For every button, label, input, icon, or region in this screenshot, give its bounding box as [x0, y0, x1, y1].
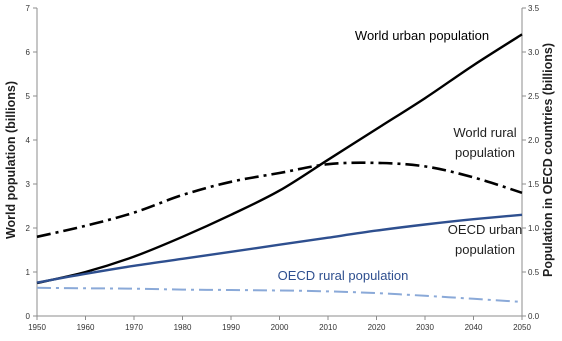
- y-left-tick-label: 7: [26, 4, 31, 13]
- series-label-oecd-rural-population: OECD rural population: [278, 268, 409, 283]
- x-tick-label: 1990: [222, 323, 240, 332]
- series-line-world-rural-population: [36, 161, 523, 239]
- series-label-world-urban-population: World urban population: [355, 28, 489, 43]
- x-tick-label: 2020: [368, 323, 386, 332]
- series-line-oecd-urban-population: [36, 213, 523, 284]
- x-tick-label: 2030: [416, 323, 434, 332]
- y-left-tick-label: 0: [26, 312, 31, 321]
- y-axis-left-title: World population (billions): [4, 81, 18, 239]
- x-tick-label: 2040: [465, 323, 483, 332]
- y-left-tick-label: 5: [26, 92, 31, 101]
- x-tick-label: 2050: [513, 323, 531, 332]
- label-layer: World urban population World rural populat…: [278, 28, 523, 283]
- series-layer: [36, 33, 523, 303]
- y-left-tick-label: 1: [26, 268, 31, 277]
- y-right-tick-label: 2.0: [528, 136, 540, 145]
- y-left-tick-label: 2: [26, 224, 31, 233]
- x-tick-label: 2000: [271, 323, 289, 332]
- x-tick-label: 1960: [77, 323, 95, 332]
- y-left-tick-label: 6: [26, 48, 31, 57]
- x-tick-label: 1950: [28, 323, 46, 332]
- series-label-world-rural-population: population: [455, 145, 515, 160]
- series-label-oecd-urban-population: OECD urban: [448, 222, 522, 237]
- y-right-tick-label: 3.0: [528, 48, 540, 57]
- y-left-tick-label: 3: [26, 180, 31, 189]
- y-right-tick-label: 0.0: [528, 312, 540, 321]
- series-line-world-urban-population: [36, 33, 523, 285]
- y-left-tick-label: 4: [26, 136, 31, 145]
- y-right-tick-label: 1.0: [528, 224, 540, 233]
- x-tick-label: 2010: [319, 323, 337, 332]
- y-right-tick-label: 2.5: [528, 92, 540, 101]
- series-line-oecd-rural-population: [36, 286, 523, 303]
- y-right-tick-label: 3.5: [528, 4, 540, 13]
- y-axis-right-title: Population in OECD countries (billions): [541, 43, 555, 277]
- y-right-tick-label: 1.5: [528, 180, 540, 189]
- axes: 1950 1960 1970 1980 1990 2000 2010 2020 2030 2040…: [26, 4, 540, 332]
- series-label-world-rural-population: World rural: [453, 125, 516, 140]
- y-right-tick-label: 0.5: [528, 268, 540, 277]
- x-tick-label: 1970: [125, 323, 143, 332]
- x-tick-label: 1980: [174, 323, 192, 332]
- series-label-oecd-urban-population: population: [455, 242, 515, 257]
